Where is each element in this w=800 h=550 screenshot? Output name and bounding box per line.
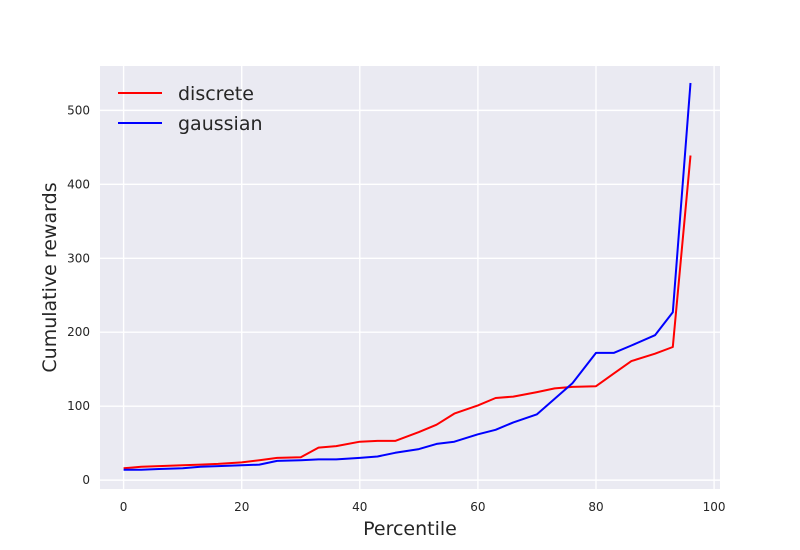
y-tick-label: 500 <box>67 103 90 117</box>
x-tick-label: 80 <box>588 500 603 514</box>
series-line-gaussian <box>123 82 692 471</box>
x-axis-label: Percentile <box>363 518 457 540</box>
y-axis-ticks: 0 100 200 300 400 500 <box>67 103 90 487</box>
y-tick-label: 200 <box>67 325 90 339</box>
y-tick-label: 400 <box>67 177 90 191</box>
y-tick-label: 300 <box>67 251 90 265</box>
x-axis-ticks: 0 20 40 60 80 100 <box>120 500 726 514</box>
legend: discrete gaussian <box>118 83 263 135</box>
series-line-discrete <box>123 155 692 470</box>
y-tick-label: 100 <box>67 399 90 413</box>
y-axis-label: Cumulative rewards <box>39 182 61 372</box>
x-tick-label: 0 <box>120 500 128 514</box>
legend-label-gaussian: gaussian <box>178 113 263 135</box>
x-tick-label: 60 <box>470 500 485 514</box>
x-tick-label: 20 <box>234 500 249 514</box>
series-layer <box>123 82 692 471</box>
x-tick-label: 40 <box>352 500 367 514</box>
grid-lines <box>100 66 720 489</box>
legend-label-discrete: discrete <box>178 83 254 105</box>
plot-area <box>100 66 720 489</box>
x-tick-label: 100 <box>703 500 726 514</box>
y-tick-label: 0 <box>82 473 90 487</box>
